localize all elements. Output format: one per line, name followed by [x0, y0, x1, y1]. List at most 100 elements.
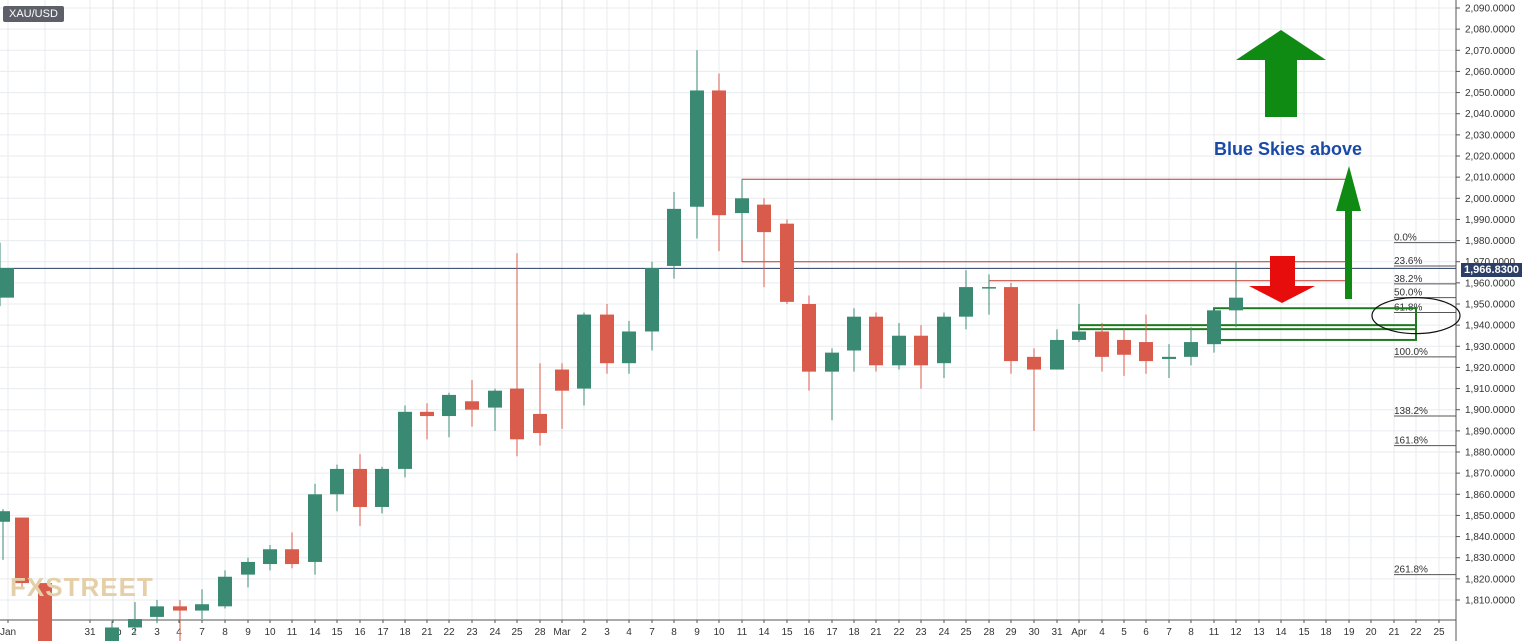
y-tick-label: 2,050.0000 — [1465, 88, 1515, 99]
y-tick-label: 1,990.0000 — [1465, 215, 1515, 226]
large-up-arrow-icon — [1236, 30, 1326, 117]
candle — [308, 483, 322, 575]
candle — [1229, 261, 1243, 328]
candle — [263, 545, 277, 571]
candle-body — [1184, 342, 1198, 357]
candle-body — [959, 287, 973, 317]
y-tick-label: 1,830.0000 — [1465, 553, 1515, 564]
x-tick-label: 22 — [893, 627, 905, 638]
y-tick-label: 1,940.0000 — [1465, 321, 1515, 332]
candle-body — [510, 388, 524, 440]
x-tick-label: 10 — [264, 627, 276, 638]
candle-body — [375, 468, 389, 507]
candle — [0, 509, 10, 560]
candle-body — [128, 619, 142, 628]
x-tick-label: 15 — [1298, 627, 1310, 638]
y-tick-label: 2,000.0000 — [1465, 194, 1515, 205]
candle-body — [263, 549, 277, 565]
x-tick-label: Jan — [0, 627, 16, 638]
candle-body — [38, 583, 52, 641]
x-tick-label: 4 — [1099, 627, 1105, 638]
candle — [869, 312, 883, 372]
x-tick-label: 11 — [287, 627, 298, 638]
x-tick-label: 21 — [870, 627, 882, 638]
x-tick-label: Apr — [1071, 627, 1087, 638]
current-price-tag: 1,966.8300 — [1461, 263, 1523, 277]
candle-body — [1229, 297, 1243, 311]
x-tick-label: 7 — [199, 627, 205, 638]
candle — [1004, 282, 1018, 374]
x-tick-label: 3 — [604, 627, 610, 638]
x-tick-label: 30 — [1028, 627, 1040, 638]
y-tick-label: 2,020.0000 — [1465, 152, 1515, 163]
candle-body — [465, 401, 479, 410]
y-tick-label: 2,010.0000 — [1465, 173, 1515, 184]
x-tick-label: 8 — [222, 627, 228, 638]
x-tick-label: 18 — [1320, 627, 1332, 638]
candle — [757, 198, 771, 288]
x-tick-label: 4 — [176, 627, 182, 638]
candle-body — [1050, 339, 1064, 370]
fib-level-label: 261.8% — [1394, 565, 1428, 576]
candle — [330, 464, 344, 512]
candle — [241, 557, 255, 588]
candle — [690, 50, 704, 239]
candle — [914, 325, 928, 389]
candle-body — [1162, 356, 1176, 359]
candle — [1207, 308, 1221, 353]
y-tick-label: 1,840.0000 — [1465, 532, 1515, 543]
y-tick-label: 2,070.0000 — [1465, 46, 1515, 57]
y-tick-label: 1,920.0000 — [1465, 363, 1515, 374]
y-tick-label: 2,090.0000 — [1465, 4, 1515, 15]
candle — [1050, 329, 1064, 370]
x-tick-label: 9 — [245, 627, 251, 638]
candle — [442, 392, 456, 438]
candle-body — [0, 268, 14, 298]
chart-headline: Blue Skies above — [1214, 139, 1363, 159]
x-tick-label: 24 — [489, 627, 501, 638]
candle — [825, 348, 839, 421]
candle — [622, 320, 636, 374]
candle — [982, 274, 996, 315]
x-tick-label: 15 — [331, 627, 343, 638]
y-tick-label: 1,810.0000 — [1465, 596, 1515, 607]
candle — [780, 219, 794, 304]
candle-body — [1139, 342, 1153, 362]
symbol-badge[interactable]: XAU/USD — [3, 6, 64, 22]
candle — [398, 405, 412, 478]
candle-body — [195, 604, 209, 611]
candle-body — [533, 413, 547, 433]
candle-body — [15, 517, 29, 584]
candle — [1095, 323, 1109, 372]
x-tick-label: 3 — [154, 627, 160, 638]
candle-body — [982, 287, 996, 289]
y-tick-label: 1,960.0000 — [1465, 278, 1515, 289]
candle — [38, 583, 52, 641]
fib-level-label: 161.8% — [1394, 436, 1428, 447]
candle-body — [241, 561, 255, 575]
candle — [555, 363, 569, 429]
x-tick-label: 7 — [1166, 627, 1172, 638]
candle-body — [645, 268, 659, 332]
x-tick-label: 21 — [421, 627, 433, 638]
highlight-ellipse — [1371, 297, 1461, 335]
candle-body — [1117, 339, 1131, 355]
x-tick-label: 5 — [1121, 627, 1127, 638]
candle-body — [555, 369, 569, 391]
candle — [218, 570, 232, 609]
y-tick-label: 1,900.0000 — [1465, 405, 1515, 416]
candle — [533, 363, 547, 446]
candle-body — [757, 204, 771, 233]
x-tick-label: Mar — [553, 627, 571, 638]
candle — [150, 600, 164, 624]
y-tick-label: 1,850.0000 — [1465, 511, 1515, 522]
candle-body — [690, 90, 704, 207]
x-tick-label: 25 — [511, 627, 523, 638]
candle — [847, 308, 861, 372]
y-tick-label: 2,060.0000 — [1465, 67, 1515, 78]
x-tick-label: 16 — [354, 627, 366, 638]
candle-body — [802, 304, 816, 372]
candle — [353, 454, 367, 526]
x-tick-label: 11 — [1209, 627, 1220, 638]
